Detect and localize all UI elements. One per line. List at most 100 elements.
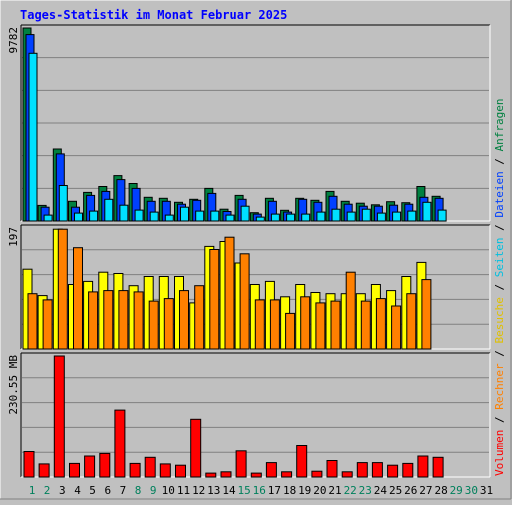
x-tick-label-day-25: 25	[389, 484, 402, 497]
bar-pages-day-4	[74, 212, 83, 222]
x-tick-label-day-24: 24	[374, 484, 388, 497]
bar-sites-day-15	[239, 253, 250, 350]
x-tick-label-day-19: 19	[298, 484, 311, 497]
legend-part-8: Dateien	[493, 171, 506, 217]
bar-sites-day-9	[148, 300, 159, 350]
legend-part-3: /	[493, 344, 506, 364]
x-tick-label-day-7: 7	[120, 484, 127, 497]
bar-pages-day-14	[225, 214, 235, 222]
bar-kbytes-day-7	[114, 409, 126, 478]
bar-pages-day-3	[58, 185, 68, 222]
bar-pages-day-19	[301, 213, 311, 222]
bar-kbytes-day-19	[296, 445, 308, 478]
y-axis-max-label: 9782	[7, 27, 20, 54]
x-tick-label-day-12: 12	[192, 484, 205, 497]
x-tick-label-day-23: 23	[359, 484, 372, 497]
bar-sites-day-24	[375, 298, 386, 350]
bar-kbytes-day-22	[341, 471, 353, 478]
y-axis-max-label: 230.55 MB	[7, 355, 20, 415]
bar-pages-day-6	[104, 198, 114, 222]
bar-pages-day-7	[119, 204, 129, 222]
bar-sites-day-23	[360, 300, 371, 350]
bar-sites-day-6	[103, 290, 114, 350]
bar-sites-day-20	[315, 302, 326, 350]
bar-sites-day-26	[406, 293, 417, 350]
bar-kbytes-day-11	[175, 464, 186, 478]
x-tick-label-day-15: 15	[237, 484, 250, 497]
bar-sites-day-10	[163, 298, 174, 350]
legend-part-9: /	[493, 151, 506, 171]
x-tick-label-day-5: 5	[89, 484, 96, 497]
bar-pages-day-25	[392, 211, 402, 222]
bar-kbytes-day-20	[311, 470, 323, 478]
x-tick-label-day-17: 17	[268, 484, 281, 497]
chart-panels: 9782 197 230.55 MB	[7, 24, 491, 478]
x-tick-label-day-10: 10	[162, 484, 175, 497]
bar-kbytes-day-4	[69, 462, 80, 478]
x-tick-label-day-8: 8	[135, 484, 142, 497]
bar-kbytes-day-28	[432, 456, 444, 478]
legend-part-4: Besuche	[493, 297, 506, 343]
x-axis-day-labels: 1 2 3 4 5 6 7 8 9 10 11 12 13 14 15 16 17 18 19 20 21 22 23 24 2…	[29, 484, 493, 497]
bar-pages-day-20	[316, 211, 326, 222]
bar-sites-day-16	[254, 299, 265, 350]
bar-kbytes-day-16	[250, 472, 262, 478]
bar-pages-day-2	[43, 214, 53, 222]
bar-pages-day-21	[331, 208, 341, 222]
legend-part-2: Rechner	[493, 363, 506, 410]
bar-sites-day-14	[224, 236, 235, 350]
bar-sites-day-12	[194, 285, 205, 350]
x-tick-label-day-31: 31	[480, 484, 493, 497]
bar-pages-day-11	[180, 206, 189, 222]
x-tick-label-day-20: 20	[313, 484, 326, 497]
legend-part-6: Seiten	[493, 238, 506, 278]
bar-pages-day-26	[407, 210, 417, 222]
bar-pages-day-27	[422, 201, 432, 222]
bar-kbytes-day-13	[205, 472, 217, 478]
right-series-legend: Volumen / Rechner / Besuche / Seiten / D…	[493, 98, 506, 476]
bar-kbytes-day-1	[23, 451, 35, 478]
bar-pages-day-9	[149, 211, 159, 222]
bar-pages-day-23	[361, 208, 371, 222]
bar-kbytes-day-5	[84, 455, 96, 478]
legend-part-7: /	[493, 218, 506, 238]
x-tick-label-day-11: 11	[177, 484, 190, 497]
bar-sites-day-17	[269, 299, 280, 350]
bar-sites-day-18	[285, 312, 296, 350]
bar-sites-day-13	[209, 249, 220, 350]
bar-pages-day-1	[28, 52, 38, 222]
x-tick-label-day-9: 9	[150, 484, 157, 497]
bar-sites-day-8	[133, 291, 144, 350]
bar-kbytes-day-8	[129, 462, 141, 478]
panel-visits: 197	[7, 224, 491, 350]
bar-kbytes-day-6	[99, 452, 111, 478]
bar-sites-day-27	[421, 279, 432, 350]
bar-pages-day-10	[164, 214, 174, 222]
bar-sites-day-11	[179, 290, 189, 350]
bar-sites-day-21	[330, 300, 341, 350]
x-tick-label-day-3: 3	[59, 484, 66, 497]
x-tick-label-day-13: 13	[207, 484, 220, 497]
bar-pages-day-13	[210, 210, 220, 222]
legend-part-1: /	[493, 410, 506, 430]
x-tick-label-day-26: 26	[404, 484, 417, 497]
bar-kbytes-day-14	[220, 471, 232, 478]
bar-pages-day-12	[195, 210, 205, 222]
bar-pages-day-17	[270, 213, 280, 222]
legend-part-0: Volumen	[493, 430, 506, 476]
bar-kbytes-day-23	[356, 462, 368, 478]
bar-kbytes-day-15	[235, 450, 247, 478]
bar-pages-day-5	[89, 210, 99, 222]
x-tick-label-day-1: 1	[29, 484, 36, 497]
bar-pages-day-28	[437, 209, 447, 222]
bar-sites-day-4	[73, 247, 83, 350]
legend-part-10: Anfragen	[493, 98, 506, 151]
bar-kbytes-day-25	[387, 464, 399, 478]
bar-kbytes-day-17	[265, 462, 277, 478]
bar-kbytes-day-3	[53, 355, 65, 478]
bar-kbytes-day-18	[281, 471, 293, 478]
bar-pages-day-22	[346, 211, 356, 222]
x-tick-label-day-27: 27	[419, 484, 432, 497]
